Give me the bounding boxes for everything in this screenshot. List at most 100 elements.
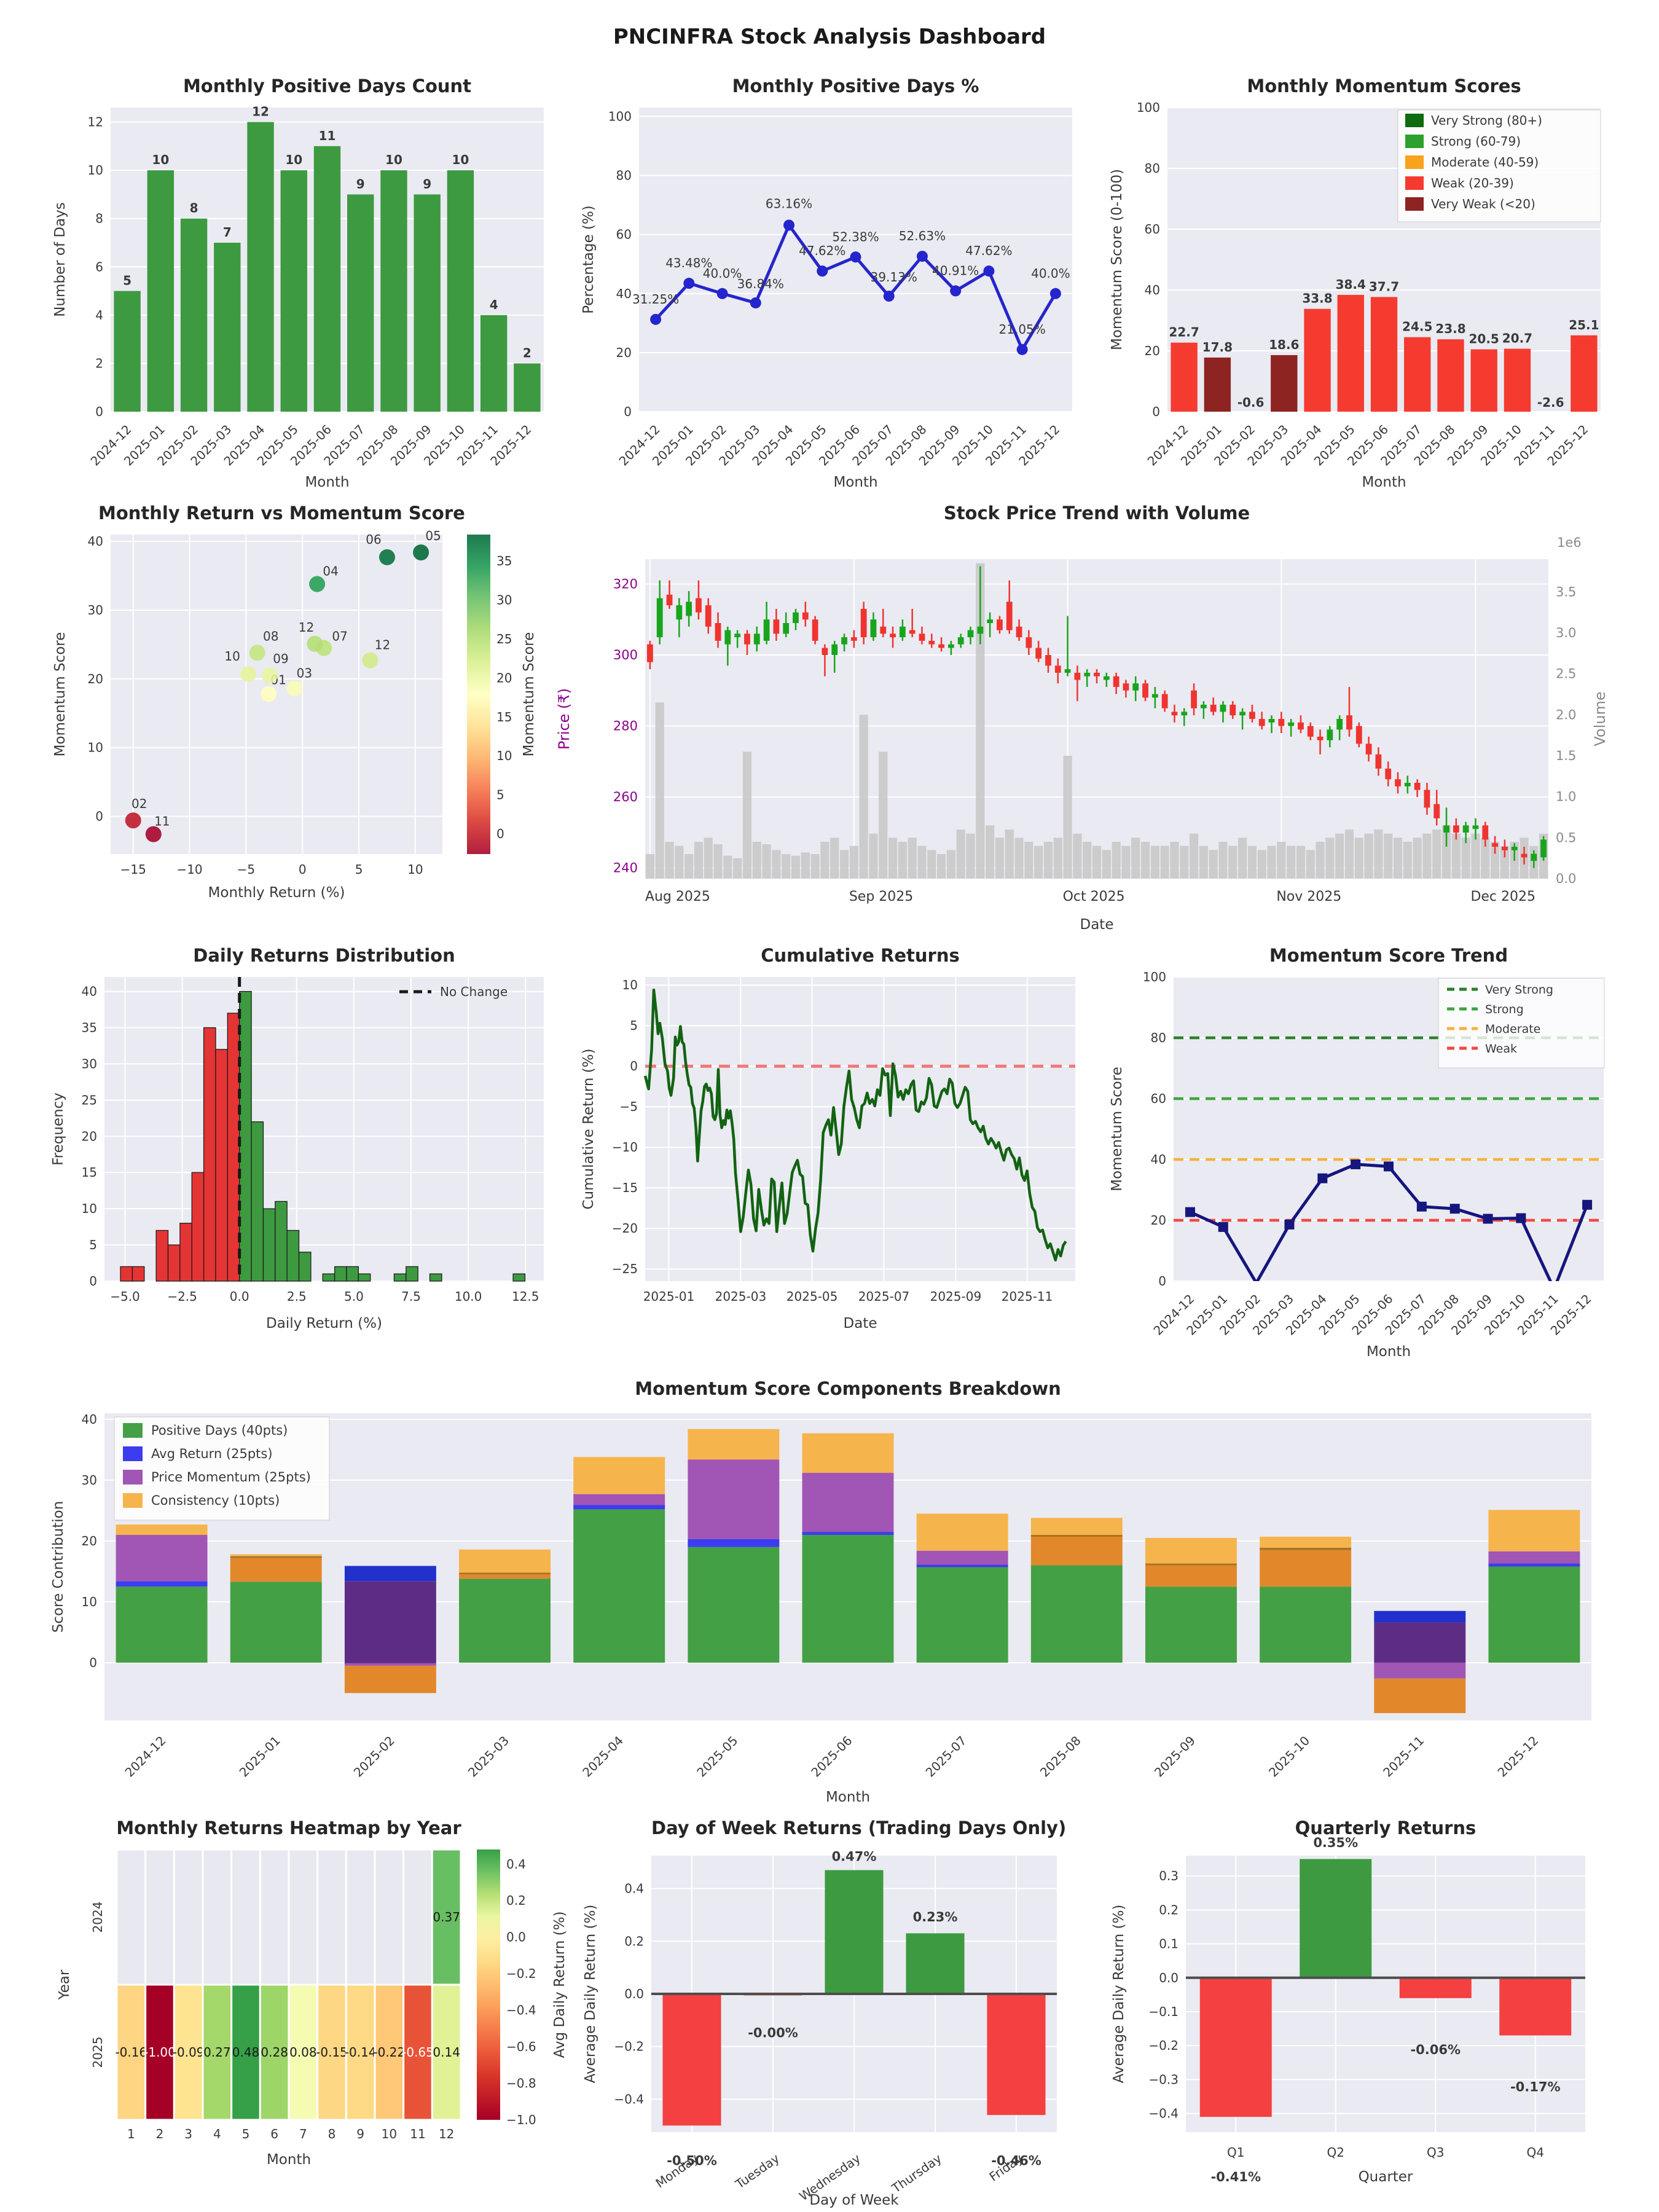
monthly-positive-days-pct-plot: 02040608010031.25%43.48%40.0%36.84%63.16… <box>581 108 1072 490</box>
svg-text:0: 0 <box>89 1655 97 1670</box>
svg-text:40: 40 <box>88 534 103 549</box>
svg-text:03: 03 <box>297 665 312 680</box>
svg-text:-0.09: -0.09 <box>173 2045 205 2060</box>
svg-text:−15: −15 <box>612 1180 638 1195</box>
svg-text:Month: Month <box>305 474 349 490</box>
svg-text:300: 300 <box>613 648 638 662</box>
chart-day-of-week-returns: Day of Week Returns (Trading Days Only) … <box>565 1816 1094 2209</box>
svg-text:2: 2 <box>523 345 531 360</box>
svg-text:17.8: 17.8 <box>1202 340 1233 355</box>
chart-title: Stock Price Trend with Volume <box>943 503 1250 524</box>
svg-text:0.4: 0.4 <box>624 1881 644 1896</box>
svg-text:Oct 2025: Oct 2025 <box>1063 889 1125 904</box>
svg-text:2.5: 2.5 <box>1556 667 1576 681</box>
svg-text:0: 0 <box>299 862 307 877</box>
svg-text:Number of Days: Number of Days <box>52 202 68 317</box>
svg-text:Date: Date <box>844 1316 877 1332</box>
svg-text:Avg Daily Return (%): Avg Daily Return (%) <box>552 1912 568 2058</box>
svg-text:12: 12 <box>88 115 103 130</box>
svg-text:40: 40 <box>616 286 632 301</box>
svg-text:Momentum Score: Momentum Score <box>1109 1067 1125 1191</box>
svg-text:Day of Week: Day of Week <box>809 2192 899 2208</box>
svg-text:60: 60 <box>1145 222 1160 237</box>
svg-text:-2.6: -2.6 <box>1537 395 1564 410</box>
svg-text:25: 25 <box>496 632 512 646</box>
svg-text:−1.0: −1.0 <box>506 2112 536 2127</box>
svg-text:-0.17%: -0.17% <box>1510 2080 1561 2095</box>
chart-title: Monthly Positive Days Count <box>182 76 472 96</box>
chart-title: Daily Returns Distribution <box>193 945 455 966</box>
svg-text:40.0%: 40.0% <box>1031 266 1070 281</box>
svg-text:24.5: 24.5 <box>1402 320 1432 334</box>
svg-text:Quarter: Quarter <box>1359 2169 1413 2185</box>
svg-text:10: 10 <box>385 152 402 167</box>
svg-text:40: 40 <box>1145 283 1160 297</box>
svg-text:0.2: 0.2 <box>624 1934 644 1948</box>
svg-text:Nov 2025: Nov 2025 <box>1276 889 1341 904</box>
svg-text:-0.14: -0.14 <box>345 2045 377 2060</box>
svg-text:25.1: 25.1 <box>1569 318 1599 332</box>
svg-text:Aug 2025: Aug 2025 <box>645 889 710 904</box>
svg-text:12: 12 <box>375 638 390 653</box>
svg-text:0.37: 0.37 <box>433 1910 460 1924</box>
svg-text:4: 4 <box>95 308 103 323</box>
svg-text:23.8: 23.8 <box>1435 321 1465 336</box>
svg-text:2025-03: 2025-03 <box>715 1289 767 1304</box>
svg-text:−0.4: −0.4 <box>614 2092 644 2106</box>
svg-text:25: 25 <box>82 1092 97 1107</box>
svg-text:0.5: 0.5 <box>1556 830 1576 845</box>
svg-text:0.1: 0.1 <box>1159 1937 1179 1951</box>
svg-text:0.0: 0.0 <box>624 1986 644 2001</box>
svg-text:Month: Month <box>1362 474 1406 490</box>
svg-text:4: 4 <box>213 2127 221 2141</box>
svg-text:10: 10 <box>224 649 240 664</box>
svg-text:47.62%: 47.62% <box>965 243 1012 258</box>
svg-text:10: 10 <box>285 152 302 167</box>
svg-text:Month: Month <box>826 1789 870 1805</box>
svg-text:-0.6: -0.6 <box>1237 395 1265 410</box>
svg-text:20: 20 <box>1145 343 1160 358</box>
svg-text:0: 0 <box>624 404 632 419</box>
svg-text:40: 40 <box>1151 1152 1166 1167</box>
svg-text:10: 10 <box>82 1594 97 1609</box>
svg-text:Tuesday: Tuesday <box>732 2151 782 2192</box>
svg-text:−0.4: −0.4 <box>506 2003 536 2018</box>
chart-momentum-trend: Momentum Score Trend 0 20 40 60 80 100 Very St… <box>1094 943 1622 1373</box>
cumulative-returns-plot: −25 −20 −15 −10 −5 0 5 10 2025-01 2025-03 2025-05 2… <box>581 977 1075 1332</box>
svg-text:Q2: Q2 <box>1327 2145 1344 2160</box>
svg-text:30: 30 <box>496 593 512 608</box>
svg-text:40: 40 <box>82 984 97 999</box>
svg-text:20: 20 <box>88 672 103 686</box>
svg-text:Q1: Q1 <box>1227 2145 1244 2160</box>
svg-text:40: 40 <box>82 1412 97 1427</box>
svg-text:9: 9 <box>423 176 431 191</box>
svg-text:80: 80 <box>1151 1030 1166 1045</box>
svg-text:Month: Month <box>1367 1344 1411 1360</box>
svg-text:5: 5 <box>123 273 131 288</box>
svg-text:10: 10 <box>152 152 169 167</box>
svg-text:Date: Date <box>1080 917 1114 933</box>
svg-text:10: 10 <box>88 163 103 178</box>
svg-text:-0.15: -0.15 <box>316 2045 348 2060</box>
svg-text:2.0: 2.0 <box>1556 707 1576 722</box>
svg-text:2025-05: 2025-05 <box>786 1289 838 1304</box>
svg-text:0: 0 <box>95 404 103 419</box>
svg-text:−25: −25 <box>612 1261 638 1276</box>
svg-text:Price Momentum (25pts): Price Momentum (25pts) <box>151 1470 311 1484</box>
svg-text:Month: Month <box>267 2152 311 2168</box>
svg-text:Monthly Return (%): Monthly Return (%) <box>208 885 345 901</box>
svg-text:2025-01: 2025-01 <box>237 1733 283 1780</box>
svg-text:20.5: 20.5 <box>1469 332 1499 347</box>
svg-text:33.8: 33.8 <box>1302 291 1332 306</box>
svg-text:Moderate: Moderate <box>1485 1022 1540 1036</box>
svg-text:2025-06: 2025-06 <box>808 1733 855 1780</box>
svg-text:52.38%: 52.38% <box>832 229 879 244</box>
svg-text:Momentum Score (0-100): Momentum Score (0-100) <box>1109 169 1125 350</box>
chart-title: Day of Week Returns (Trading Days Only) <box>651 1818 1067 1838</box>
svg-text:2024: 2024 <box>90 1902 105 1933</box>
svg-text:22.7: 22.7 <box>1169 325 1199 340</box>
svg-text:8: 8 <box>190 201 198 216</box>
svg-text:1.0: 1.0 <box>1556 790 1576 804</box>
components-breakdown-plot: 0 10 20 30 40 Positive Days (40pts) Avg Return… <box>50 1412 1591 1805</box>
